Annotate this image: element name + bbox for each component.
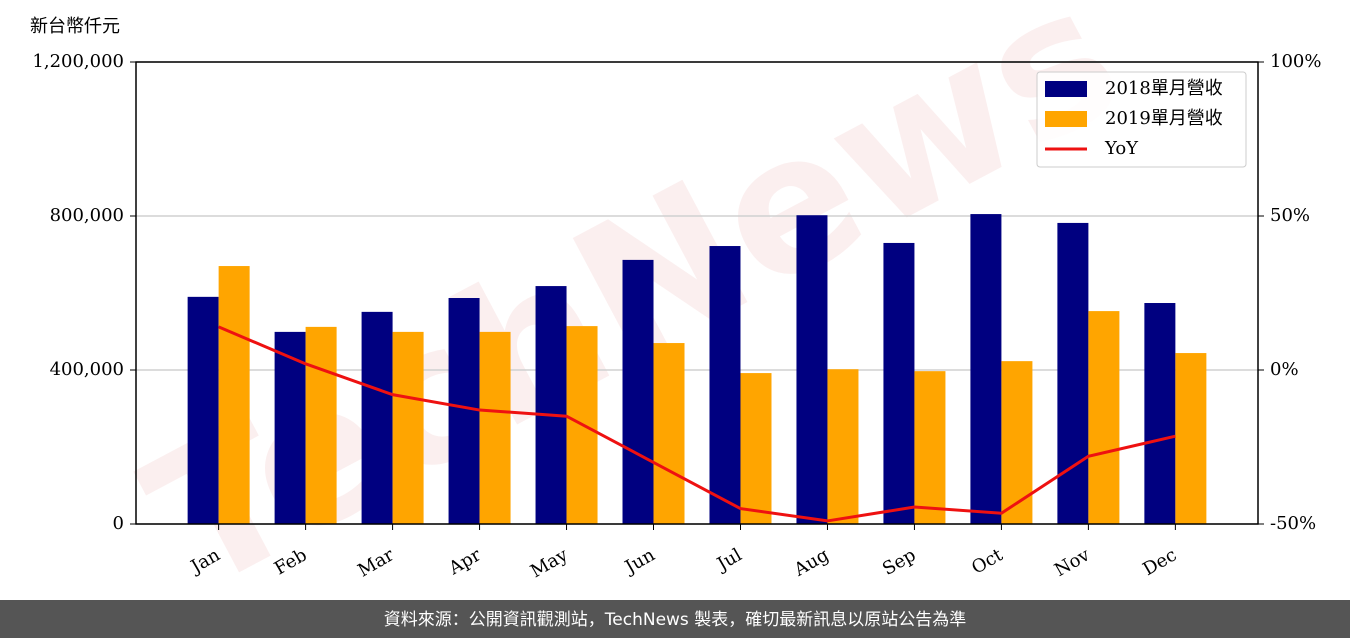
bar [1057, 222, 1089, 524]
bar [274, 331, 306, 524]
bar [361, 311, 393, 524]
legend-swatch [1045, 81, 1087, 97]
bar [305, 326, 337, 524]
y-tick-label: 1,200,000 [32, 51, 124, 72]
bar [448, 298, 480, 524]
bar [883, 242, 915, 524]
legend-label: 2018單月營收 [1105, 78, 1223, 99]
bar [796, 215, 828, 525]
bar [1175, 353, 1207, 524]
bar [479, 331, 511, 524]
bar [187, 296, 219, 524]
y2-tick-label: 100% [1270, 51, 1321, 72]
bar [653, 343, 685, 524]
bar [218, 266, 250, 524]
y2-tick-label: 50% [1270, 205, 1310, 226]
bar [1088, 311, 1120, 524]
y-tick-label: 0 [113, 513, 124, 534]
bar [535, 286, 567, 524]
y-tick-label: 800,000 [50, 205, 124, 226]
bar [914, 371, 946, 524]
legend-box [1036, 71, 1247, 168]
bar [392, 331, 424, 524]
bar [709, 246, 741, 524]
bar [1144, 303, 1176, 524]
bar [740, 373, 772, 524]
footer-bar [0, 600, 1350, 638]
bar [827, 369, 859, 524]
legend-swatch [1045, 111, 1087, 127]
y2-tick-label: 0% [1270, 359, 1299, 380]
line [218, 325, 1176, 523]
y2-tick-label: -50% [1270, 513, 1316, 534]
y-tick-label: 400,000 [50, 359, 124, 380]
bar [1001, 361, 1033, 524]
bar [622, 259, 654, 524]
footer: 資料來源：公開資訊觀測站，TechNews 製表，確切最新訊息以原站公告為準 [384, 610, 966, 630]
bar [970, 214, 1002, 524]
y-axis-label: 新台幣仟元 [30, 16, 120, 37]
legend-label: YoY [1104, 138, 1139, 159]
plot-frame [135, 61, 1259, 525]
legend-label: 2019單月營收 [1105, 108, 1223, 129]
